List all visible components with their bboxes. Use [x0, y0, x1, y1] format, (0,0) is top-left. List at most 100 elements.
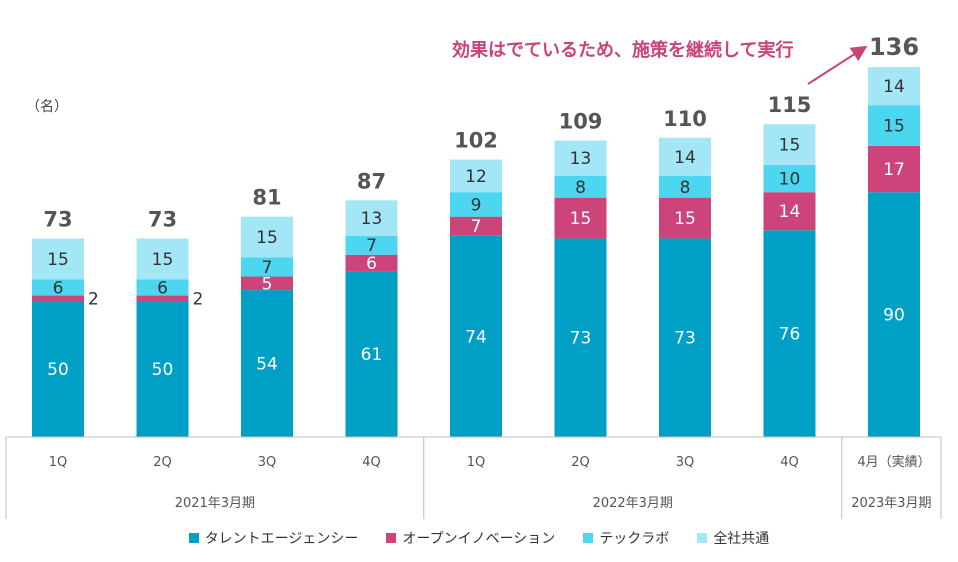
value-label: 7 — [262, 258, 273, 278]
legend-item-tech-lab: テックラボ — [583, 528, 669, 548]
category-label: 4Q — [780, 455, 799, 470]
bar-segment — [345, 235, 398, 255]
value-label: 6 — [53, 278, 64, 298]
annotation-text: 効果はでているため、施策を継続して実行 — [452, 40, 794, 61]
value-label: 15 — [152, 250, 174, 270]
bar-segment — [450, 159, 502, 193]
value-label: 76 — [779, 325, 801, 345]
bar-segment — [554, 175, 607, 198]
value-label: 74 — [465, 327, 487, 347]
bar-segment — [450, 235, 502, 437]
value-label: 61 — [361, 345, 383, 365]
value-label: 9 — [471, 195, 482, 215]
group-label: 2021年3月期 — [175, 496, 255, 511]
bar-segment — [241, 276, 293, 291]
total-label: 115 — [768, 93, 812, 117]
bar-segment — [763, 165, 816, 193]
bar-segment — [450, 192, 502, 217]
total-label: 109 — [559, 110, 603, 134]
bar-segment — [241, 290, 293, 437]
value-label: 12 — [465, 167, 487, 187]
bar-segment — [763, 230, 816, 437]
category-label: 2Q — [153, 455, 172, 470]
category-label: 1Q — [467, 455, 486, 470]
group-label: 2023年3月期 — [851, 496, 931, 511]
bar-segment — [868, 145, 920, 193]
total-label: 136 — [869, 33, 919, 61]
bar-segment — [136, 238, 189, 280]
value-label: 73 — [674, 329, 696, 349]
value-label: 15 — [256, 228, 278, 248]
total-label: 73 — [148, 207, 177, 231]
value-label: 90 — [883, 306, 905, 326]
value-label: 14 — [674, 148, 696, 168]
legend-swatch — [386, 533, 397, 543]
bar-segment — [450, 216, 502, 236]
bar-segment — [659, 137, 711, 176]
group-label: 2022年3月期 — [593, 496, 673, 511]
category-label: 3Q — [676, 455, 695, 470]
labels-layer: 5026157350261573545715816167138774791210… — [43, 33, 919, 380]
value-label: 14 — [779, 202, 801, 222]
legend-item-open-innovation: オープンイノベーション — [386, 528, 555, 548]
total-label: 81 — [252, 186, 281, 210]
legend-swatch — [583, 533, 594, 543]
legend-label: オープンイノベーション — [402, 531, 556, 547]
value-label: 13 — [570, 149, 592, 169]
value-label: 54 — [256, 355, 278, 375]
value-label: 50 — [152, 360, 174, 380]
total-label: 87 — [357, 169, 386, 193]
category-label: 2Q — [571, 455, 590, 470]
bar-segment — [32, 295, 84, 301]
category-label: 4Q — [362, 455, 381, 470]
bar-segment — [554, 140, 607, 176]
bar-segment — [345, 254, 398, 272]
category-label: 1Q — [49, 455, 68, 470]
value-label: 8 — [680, 178, 691, 198]
legend-label: 全社共通 — [713, 531, 770, 547]
value-label: 5 — [262, 274, 273, 294]
value-label: 73 — [570, 329, 592, 349]
bar-segment — [763, 124, 816, 165]
bar-segment — [32, 238, 84, 280]
category-label: 4月（実績） — [857, 454, 930, 470]
value-label: 15 — [47, 250, 69, 270]
total-label: 110 — [663, 107, 707, 131]
bar-segment — [136, 295, 189, 301]
value-label: 10 — [779, 170, 801, 190]
bar-segment — [241, 257, 293, 277]
value-label: 15 — [883, 117, 905, 137]
total-label: 73 — [43, 207, 72, 231]
total-label: 102 — [454, 129, 498, 153]
annotation-arrow — [807, 45, 868, 85]
value-label: 14 — [883, 77, 905, 97]
value-label: 50 — [47, 360, 69, 380]
legend: タレントエージェンシー オープンイノベーション テックラボ 全社共通 — [0, 528, 958, 548]
bar-segment — [136, 301, 189, 437]
value-label: 15 — [674, 209, 696, 229]
value-label: 6 — [157, 278, 168, 298]
bar-segment — [241, 216, 293, 258]
category-label: 3Q — [258, 455, 277, 470]
bar-segment — [659, 238, 711, 437]
bar-segment — [32, 279, 84, 296]
value-label: 17 — [883, 160, 905, 180]
bar-segment — [136, 279, 189, 296]
bar-segment — [345, 200, 398, 236]
value-label: 2 — [193, 289, 204, 309]
value-label: 7 — [366, 236, 377, 256]
bar-segment — [32, 301, 84, 437]
value-label: 8 — [575, 178, 586, 198]
value-label: 15 — [779, 136, 801, 156]
value-label: 2 — [88, 289, 99, 309]
legend-swatch — [697, 533, 708, 543]
bar-segment — [659, 175, 711, 198]
value-label: 7 — [471, 217, 482, 237]
legend-item-talent: タレントエージェンシー — [188, 528, 358, 548]
value-label: 6 — [366, 254, 377, 274]
value-label: 15 — [570, 209, 592, 229]
legend-label: テックラボ — [599, 531, 670, 547]
bar-segment — [554, 238, 607, 437]
bar-segment — [868, 105, 920, 146]
